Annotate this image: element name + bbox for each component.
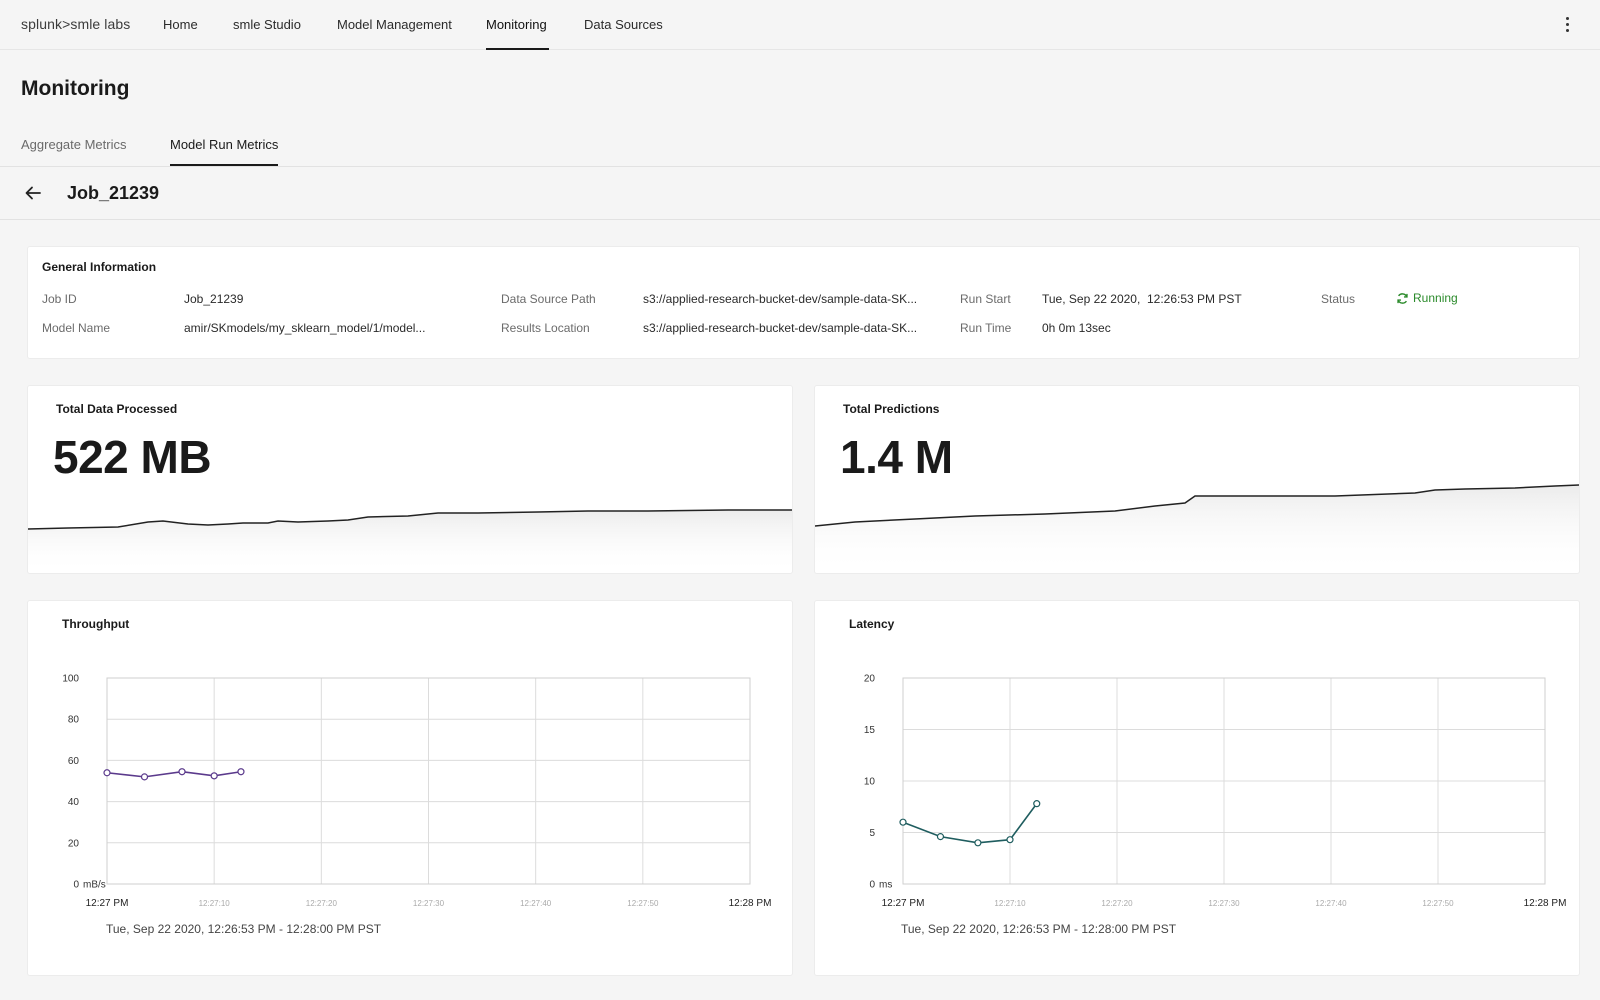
x-tick-label: 12:28 PM [729,898,772,909]
run-start-label: Run Start [960,292,1011,306]
y-tick-label: 100 [62,674,79,685]
status-label: Status [1321,292,1356,306]
y-tick-label: 15 [864,725,876,736]
status-value: Running [1413,291,1458,305]
series-line [902,803,1038,844]
y-tick-label: 0 [73,880,79,891]
total-predictions-title: Total Predictions [843,402,940,416]
status-badge: Running [1396,291,1458,305]
x-tick-label: 12:27:30 [1208,899,1240,908]
job-title: Job_21239 [67,183,160,203]
data-point[interactable] [936,833,945,841]
plot-border [106,677,751,885]
throughput-card: Throughput 12:27 PM 12:27:10 12:27:20 12:27… [28,601,792,975]
nav-item-home[interactable]: Home [163,17,198,32]
nav-active-indicator [486,48,549,50]
data-source-path-label: Data Source Path [501,292,596,306]
data-point[interactable] [1006,836,1014,844]
latency-card: Latency 12:27 PM 12:27:10 12:27:20 12:27:30… [815,601,1579,975]
data-point[interactable] [178,768,186,776]
data-processed-sparkline [28,509,792,573]
run-time-label: Run Time [960,321,1012,335]
nav-item-model-management[interactable]: Model Management [337,17,452,32]
latency-time-range: Tue, Sep 22 2020, 12:26:53 PM - 12:28:00… [901,922,1177,936]
data-point[interactable] [210,772,218,780]
x-tick-label: 12:27 PM [86,898,129,909]
run-start-value: Tue, Sep 22 2020, 12:26:53 PM PST [1042,292,1242,306]
x-tick-label: 12:27:40 [520,899,552,908]
total-predictions-value: 1.4 M [840,431,953,483]
tab-model-run-metrics[interactable]: Model Run Metrics [170,137,279,152]
x-tick-label: 12:28 PM [1524,898,1567,909]
x-tick-label: 12:27:50 [627,899,659,908]
page-title: Monitoring [21,77,130,100]
nav-item-smle-studio[interactable]: smle Studio [233,17,301,32]
back-arrow-icon[interactable] [24,184,42,202]
series-line [106,770,242,778]
latency-title: Latency [849,617,895,631]
y-tick-label: 60 [68,756,80,767]
x-tick-label: 12:27:20 [1101,899,1133,908]
x-tick-label: 12:27:20 [306,899,338,908]
x-tick-label: 12:27 PM [882,898,925,909]
data-point[interactable] [899,818,907,826]
top-nav: splunk>smle labs Home smle Studio Model … [0,0,1600,50]
nav-item-data-sources[interactable]: Data Sources [584,17,663,32]
model-name-label: Model Name [42,321,111,335]
data-point[interactable] [103,769,111,777]
throughput-title: Throughput [62,617,130,631]
run-time-value: 0h 0m 13sec [1042,321,1111,335]
model-name-value: amir/SKmodels/my_sklearn_model/1/model..… [184,321,426,335]
x-tick-label: 12:27:30 [413,899,445,908]
total-predictions-card: Total Predictions 1.4 M [815,386,1579,573]
y-tick-label: 40 [68,797,80,808]
results-location-value: s3://applied-research-bucket-dev/sample-… [643,321,918,335]
data-source-path-value: s3://applied-research-bucket-dev/sample-… [643,292,918,306]
job-id-value: Job_21239 [184,292,244,306]
x-tick-label: 12:27:40 [1315,899,1347,908]
x-tick-label: 12:27:50 [1422,899,1454,908]
more-options-icon[interactable] [1562,14,1574,36]
tab-aggregate-metrics[interactable]: Aggregate Metrics [21,137,127,152]
x-tick-label: 12:27:10 [199,899,231,908]
y-tick-label: 80 [68,715,80,726]
total-data-processed-card: Total Data Processed 522 MB [28,386,792,573]
y-tick-label: 20 [864,674,876,685]
y-tick-label: 10 [864,777,876,788]
y-unit-label: mB/s [83,880,106,891]
tab-active-indicator [170,164,278,166]
throughput-chart: 12:27 PM 12:27:10 12:27:20 12:27:30 12:27:40… [62,674,772,910]
divider [0,219,1600,220]
data-point[interactable] [1033,800,1041,808]
data-point[interactable] [974,839,982,847]
refresh-icon [1397,292,1408,304]
x-tick-label: 12:27:10 [994,899,1026,908]
y-tick-label: 5 [869,828,875,839]
y-tick-label: 20 [68,838,80,849]
app-logo[interactable]: splunk>smle labs [21,16,131,32]
plot-border [902,677,1546,885]
total-data-processed-title: Total Data Processed [56,402,178,416]
data-point[interactable] [140,773,149,781]
y-tick-label: 0 [869,880,875,891]
general-info-card: General Information Job ID Job_21239 Mod… [28,247,1579,358]
results-location-label: Results Location [501,321,590,335]
nav-item-monitoring[interactable]: Monitoring [486,17,547,32]
general-info-title: General Information [42,260,157,274]
data-point[interactable] [237,768,245,776]
total-data-processed-value: 522 MB [53,431,212,483]
latency-chart: 12:27 PM 12:27:10 12:27:20 12:27:30 12:27:40… [864,674,1567,910]
throughput-time-range: Tue, Sep 22 2020, 12:26:53 PM - 12:28:00… [106,922,382,936]
predictions-sparkline [815,484,1579,573]
y-unit-label: ms [879,880,892,891]
job-id-label: Job ID [42,292,77,306]
divider [0,166,1600,167]
